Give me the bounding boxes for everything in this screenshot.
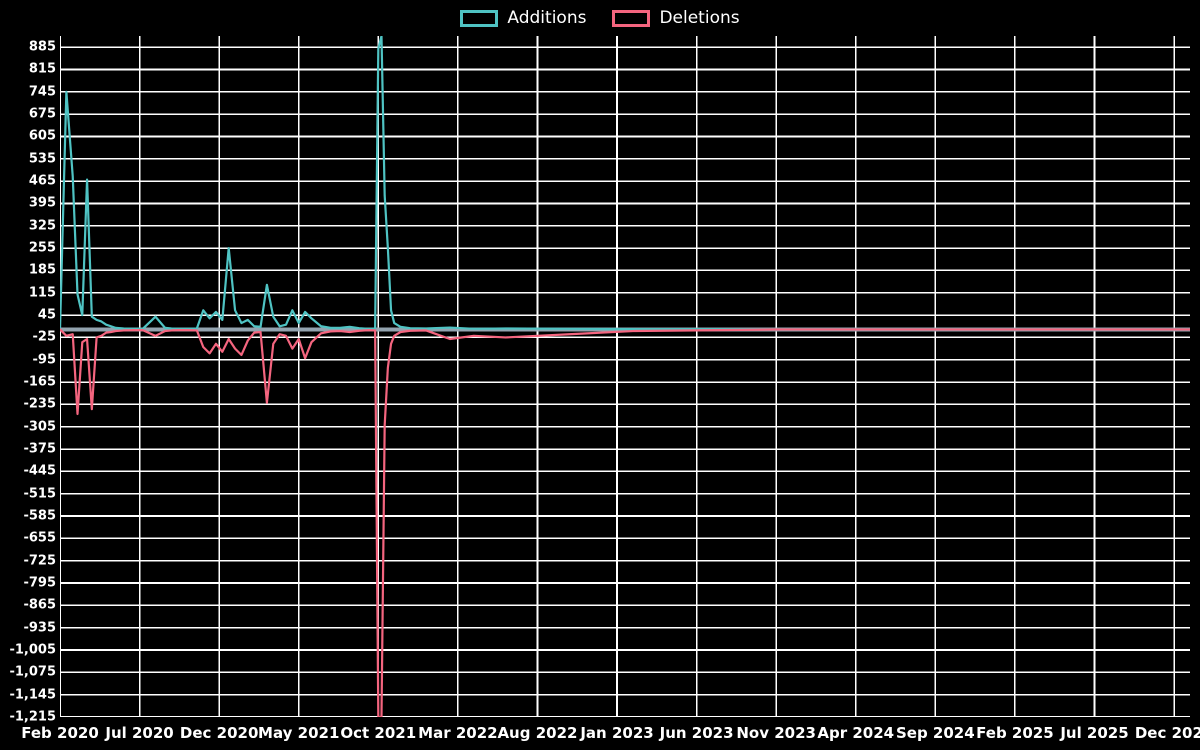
- y-axis-tick-label: -655: [23, 530, 56, 546]
- y-axis-tick-label: 325: [28, 218, 56, 234]
- y-axis-tick-label: -1,215: [9, 709, 56, 725]
- y-axis-tick-label: -795: [23, 575, 56, 591]
- y-axis-tick-label: -935: [23, 620, 56, 636]
- x-axis-tick-label: Dec 2025: [1134, 724, 1200, 742]
- legend-swatch-additions: [460, 9, 499, 27]
- x-axis-tick-label: Jun 2023: [659, 724, 734, 742]
- x-axis-tick-label: Jul 2025: [1060, 724, 1129, 742]
- y-axis-tick-label: 675: [28, 106, 56, 122]
- y-axis-tick-label: 465: [28, 173, 56, 189]
- y-axis-tick-label: 535: [28, 151, 56, 167]
- x-axis-tick-label: Feb 2025: [976, 724, 1054, 742]
- y-axis-tick-label: 115: [28, 285, 56, 301]
- y-axis-tick-label: -515: [23, 486, 56, 502]
- y-axis-tick-label: -1,075: [9, 664, 56, 680]
- x-axis-tick-label: Oct 2021: [340, 724, 417, 742]
- x-axis-tick-label: Nov 2023: [736, 724, 816, 742]
- x-axis-tick-label: Dec 2020: [179, 724, 259, 742]
- y-axis-tick-label: -1,005: [9, 642, 56, 658]
- legend-label-deletions: Deletions: [659, 8, 740, 28]
- x-axis-tick-label: Jan 2023: [580, 724, 654, 742]
- x-axis-tick-label: Apr 2024: [817, 724, 895, 742]
- y-axis-tick-label: -445: [23, 463, 56, 479]
- x-axis-tick-label: Feb 2020: [21, 724, 99, 742]
- legend-item-additions[interactable]: Additions: [460, 8, 586, 28]
- y-axis-tick-label: 605: [28, 128, 56, 144]
- x-axis-tick-label: Aug 2022: [497, 724, 578, 742]
- y-axis-tick-label: 885: [28, 39, 56, 55]
- legend-label-additions: Additions: [507, 8, 587, 28]
- legend-swatch-deletions: [612, 9, 651, 27]
- y-axis-tick-label: -305: [23, 419, 56, 435]
- y-axis-tick-label: -1,145: [9, 687, 56, 703]
- y-axis-tick-label: 815: [28, 61, 56, 77]
- y-axis-tick-label: 745: [28, 84, 56, 100]
- chart-series-layer: [60, 36, 1190, 717]
- x-axis-tick-label: Mar 2022: [418, 724, 498, 742]
- y-axis-tick-label: -165: [23, 374, 56, 390]
- x-axis-tick-label: Jul 2020: [105, 724, 174, 742]
- legend-item-deletions[interactable]: Deletions: [612, 8, 740, 28]
- plot-area: [60, 36, 1190, 717]
- y-axis-tick-label: -235: [23, 396, 56, 412]
- y-axis-tick-label: 185: [28, 262, 56, 278]
- y-axis-tick-label: -585: [23, 508, 56, 524]
- y-axis-tick-label: -25: [32, 329, 57, 345]
- chart-gridlines: [60, 36, 1190, 717]
- y-axis-tick-label: -725: [23, 553, 56, 569]
- chart-legend: Additions Deletions: [0, 0, 1200, 36]
- y-axis-tick-label: -375: [23, 441, 56, 457]
- x-axis-tick-label: Sep 2024: [896, 724, 975, 742]
- y-axis-tick-label: -865: [23, 597, 56, 613]
- x-axis-tick-label: May 2021: [258, 724, 340, 742]
- y-axis-tick-label: -95: [32, 352, 57, 368]
- y-axis-tick-label: 255: [28, 240, 56, 256]
- y-axis-tick-label: 45: [37, 307, 56, 323]
- y-axis-tick-label: 395: [28, 195, 56, 211]
